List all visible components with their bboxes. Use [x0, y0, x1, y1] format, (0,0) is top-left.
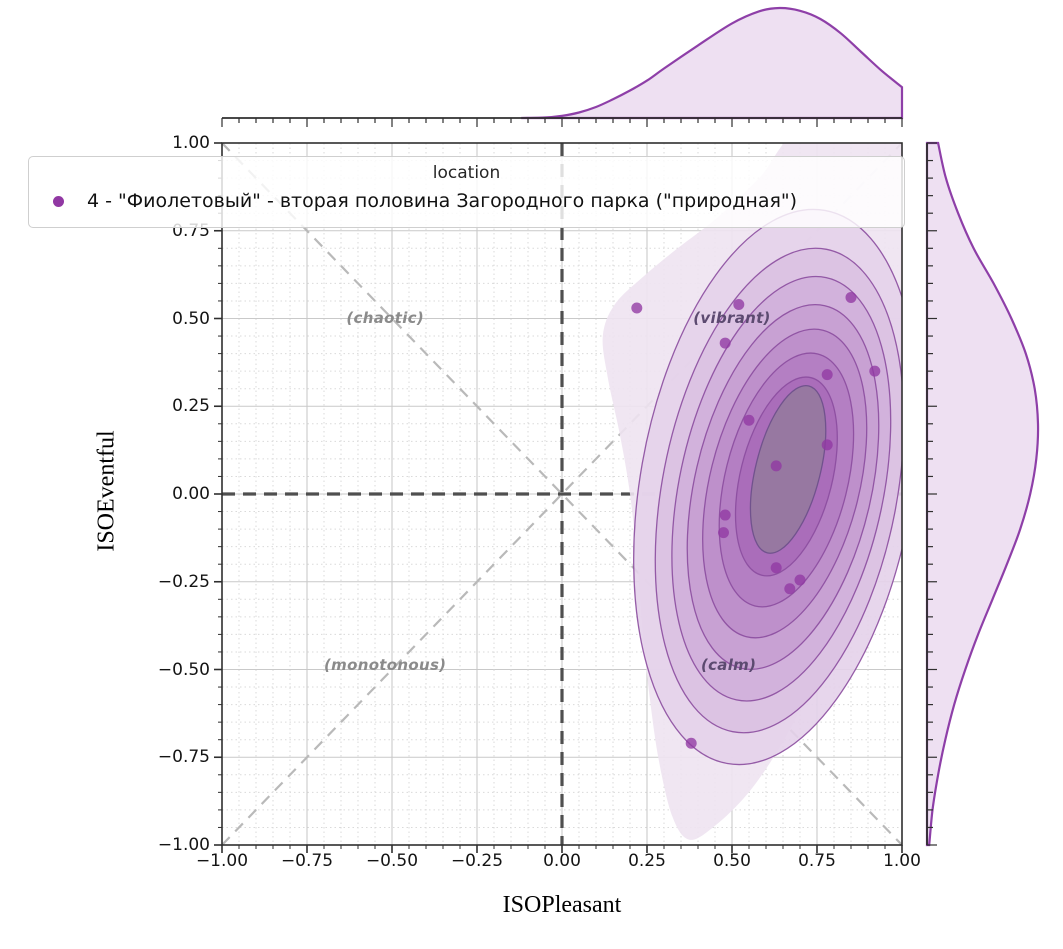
scatter-point: [821, 369, 833, 381]
quadrant-label-vibrant: (vibrant): [693, 308, 771, 327]
x-tick-label: 0.75: [798, 851, 836, 871]
scatter-point: [869, 365, 881, 377]
diagonal-line: [222, 143, 902, 845]
quadrant-label-monotonous: (monotonous): [324, 655, 447, 674]
scatter-points: [631, 291, 881, 749]
y-tick-label: 0.50: [172, 308, 210, 329]
scatter-point: [719, 337, 731, 349]
y-tick-label: 1.00: [172, 133, 210, 153]
legend-entry-label: 4 - "Фиолетовый" - вторая половина Загор…: [87, 190, 798, 212]
kde-contour-level-9: [749, 384, 827, 554]
y-tick-label: 0.00: [172, 484, 210, 504]
x-tick-label: −0.50: [365, 851, 419, 871]
scatter-point: [631, 302, 643, 314]
x-axis-label: ISOPleasant: [502, 892, 622, 918]
reference-lines: [222, 143, 902, 845]
scatter-point: [719, 509, 731, 521]
x-tick-label: 0.50: [713, 851, 751, 871]
legend: location 4 - "Фиолетовый" - вторая полов…: [28, 156, 905, 228]
scatter-point: [770, 562, 782, 574]
scatter-point: [794, 574, 806, 586]
marginal-density-top: [221, 6, 904, 127]
axes-spines-ticks: [214, 142, 903, 853]
y-axis-label: ISOEventful: [93, 430, 120, 552]
legend-entry: 4 - "Фиолетовый" - вторая половина Загор…: [29, 190, 904, 212]
quadrant-label-calm: (calm): [700, 655, 757, 674]
y-tick-label: −0.50: [157, 659, 210, 680]
y-tick-label: −0.75: [157, 747, 210, 768]
kde-curve-right: [925, 141, 1040, 847]
x-tick-label: 0.00: [543, 851, 581, 871]
y-tick-label: −1.00: [157, 835, 210, 855]
scatter-point: [784, 583, 796, 595]
x-tick-label: −0.75: [280, 851, 334, 871]
kde-curve-top: [521, 6, 904, 120]
y-tick-label: −0.25: [157, 571, 210, 592]
scatter-point: [718, 527, 729, 539]
scatter-point: [733, 298, 745, 310]
x-tick-label: 1.00: [883, 851, 921, 871]
kde-contours: [602, 143, 902, 840]
diagonal-line: [222, 143, 902, 845]
legend-title: location: [432, 163, 501, 183]
scatter-point: [821, 439, 833, 451]
x-tick-label: 0.25: [628, 851, 666, 871]
x-tick-label: −0.25: [450, 851, 504, 871]
quadrant-label-chaotic: (chaotic): [346, 308, 424, 327]
scatter-point: [770, 460, 782, 472]
scatter-point: [743, 414, 755, 426]
y-tick-label: 0.25: [172, 396, 210, 417]
marginal-density-right: [925, 141, 1040, 847]
legend-marker-dot: [53, 195, 64, 207]
scatter-point: [845, 291, 857, 303]
x-tick-label: −1.00: [195, 851, 249, 871]
scatter-point: [685, 737, 697, 749]
